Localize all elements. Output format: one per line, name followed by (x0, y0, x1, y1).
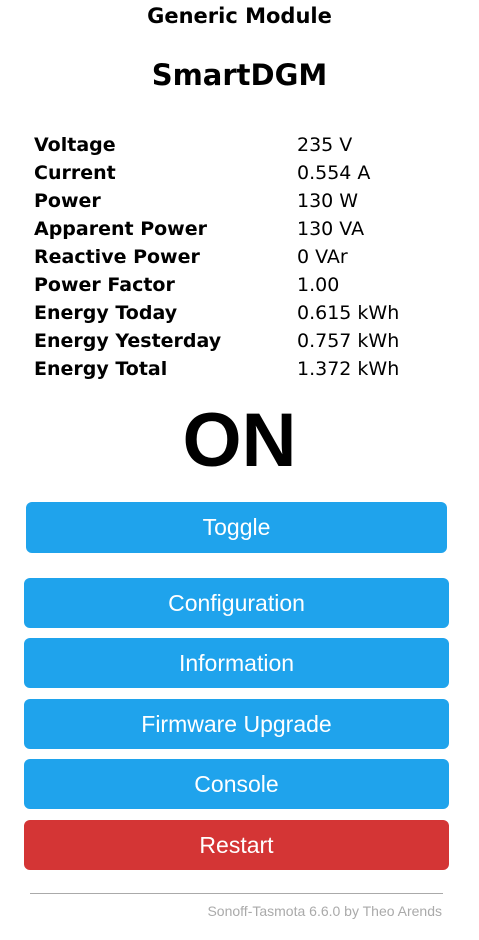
power-state: ON (182, 398, 297, 483)
sensor-label: Apparent Power (34, 218, 207, 240)
sensor-value: 235 V (297, 134, 353, 156)
sensor-value: 0.757 kWh (297, 330, 400, 352)
sensor-row-energy-total: Energy Total 1.372 kWh (34, 355, 454, 383)
configuration-button[interactable]: Configuration (24, 578, 449, 628)
module-title: Generic Module (147, 4, 332, 28)
sensor-label: Energy Total (34, 358, 168, 380)
information-button[interactable]: Information (24, 638, 449, 688)
sensor-label: Power (34, 190, 101, 212)
sensor-label: Voltage (34, 134, 116, 156)
console-button[interactable]: Console (24, 759, 449, 809)
sensor-value: 0.615 kWh (297, 302, 400, 324)
footer-divider (30, 893, 443, 894)
restart-button[interactable]: Restart (24, 820, 449, 870)
device-name: SmartDGM (151, 58, 328, 92)
sensor-value: 1.00 (297, 274, 340, 296)
firmware-upgrade-button[interactable]: Firmware Upgrade (24, 699, 449, 749)
sensor-row-reactive-power: Reactive Power 0 VAr (34, 243, 454, 271)
sensor-value: 1.372 kWh (297, 358, 400, 380)
sensor-row-voltage: Voltage 235 V (34, 131, 454, 159)
sensor-row-power: Power 130 W (34, 187, 454, 215)
sensor-label: Reactive Power (34, 246, 200, 268)
sensor-value: 130 VA (297, 218, 365, 240)
sensor-label: Current (34, 162, 116, 184)
sensor-row-apparent-power: Apparent Power 130 VA (34, 215, 454, 243)
sensor-row-energy-yesterday: Energy Yesterday 0.757 kWh (34, 327, 454, 355)
toggle-button[interactable]: Toggle (26, 502, 447, 553)
sensor-label: Energy Today (34, 302, 178, 324)
sensor-row-energy-today: Energy Today 0.615 kWh (34, 299, 454, 327)
sensor-value: 0.554 A (297, 162, 371, 184)
sensor-row-current: Current 0.554 A (34, 159, 454, 187)
sensor-value: 130 W (297, 190, 359, 212)
footer-credit: Sonoff-Tasmota 6.6.0 by Theo Arends (207, 903, 442, 919)
sensor-label: Power Factor (34, 274, 175, 296)
sensor-label: Energy Yesterday (34, 330, 222, 352)
sensor-table: Voltage 235 V Current 0.554 A Power 130 … (34, 131, 454, 383)
sensor-value: 0 VAr (297, 246, 348, 268)
sensor-row-power-factor: Power Factor 1.00 (34, 271, 454, 299)
